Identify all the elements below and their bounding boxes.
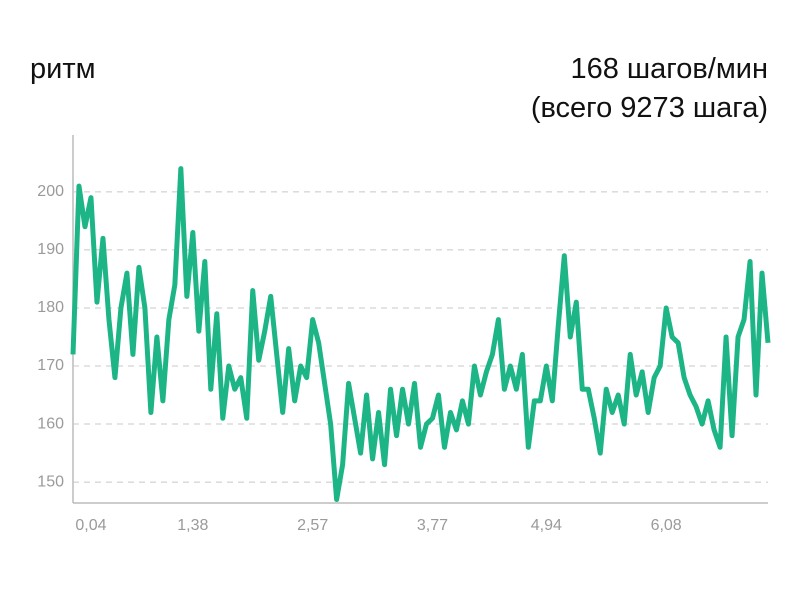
chart-title: ритм	[30, 53, 96, 85]
x-tick-label: 0,04	[75, 517, 106, 534]
y-tick-label: 200	[37, 183, 64, 200]
y-tick-label: 170	[37, 357, 64, 374]
y-tick-label: 160	[37, 415, 64, 432]
summary-line: 168 шагов/мин	[570, 53, 768, 85]
x-tick-label: 6,08	[651, 517, 682, 534]
x-tick-label: 2,57	[297, 517, 328, 534]
x-tick-label: 1,38	[177, 517, 208, 534]
y-tick-label: 150	[37, 473, 64, 490]
summary-line: (всего 9273 шага)	[531, 92, 768, 124]
y-tick-label: 180	[37, 299, 64, 316]
line	[70, 166, 771, 503]
x-tick-label: 3,77	[417, 517, 448, 534]
x-tick-label: 4,94	[531, 517, 562, 534]
y-tick-label: 190	[37, 241, 64, 258]
